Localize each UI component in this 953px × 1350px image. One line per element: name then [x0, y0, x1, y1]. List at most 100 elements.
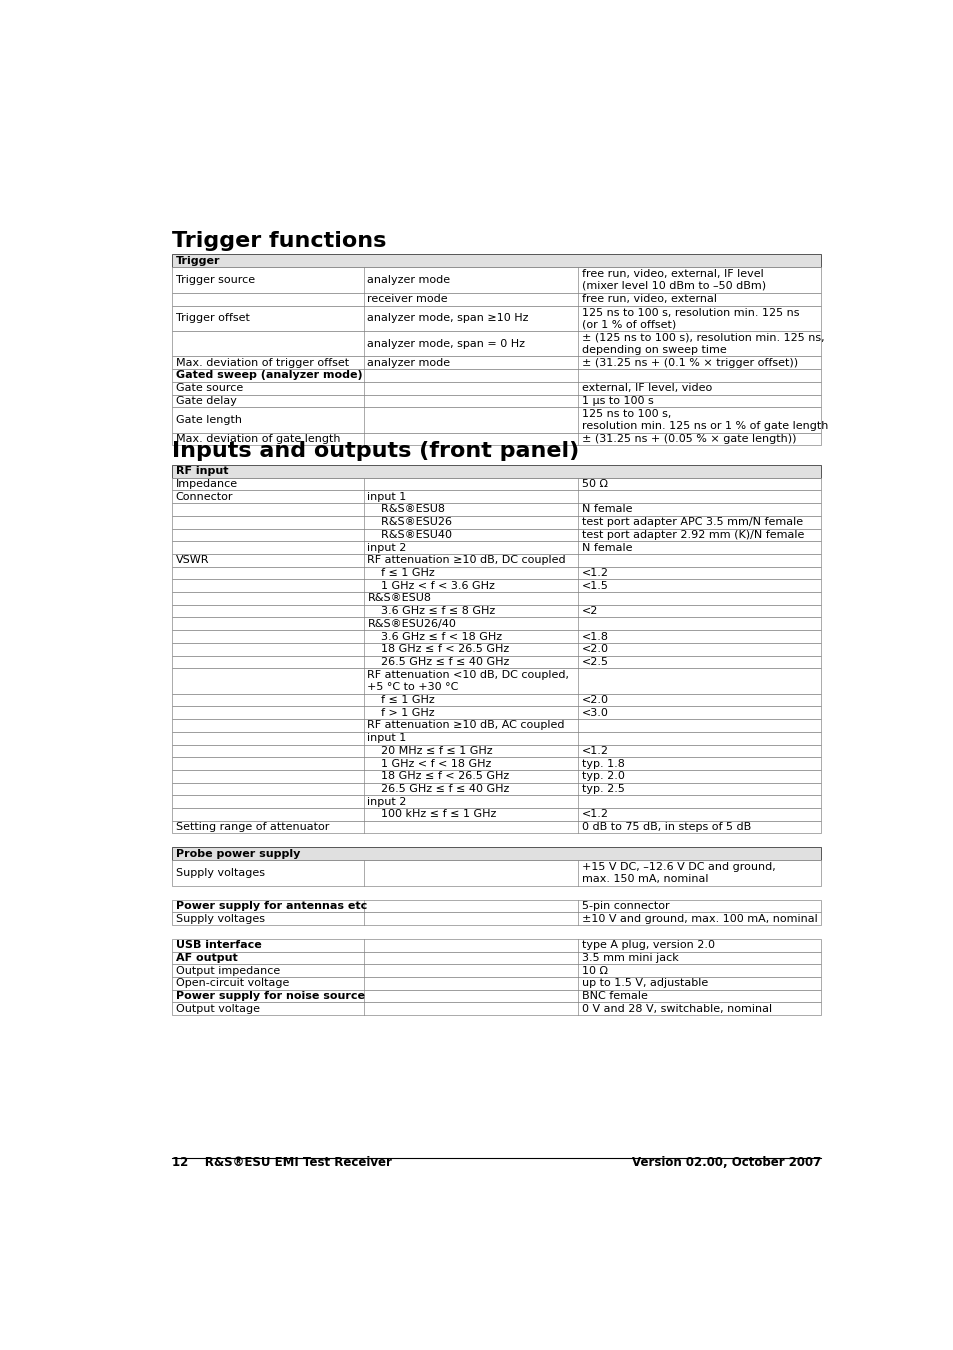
Text: <1.2: <1.2 [581, 568, 608, 578]
Text: <2: <2 [581, 606, 598, 616]
Text: R&S®ESU40: R&S®ESU40 [367, 529, 452, 540]
Text: 18 GHz ≤ f < 26.5 GHz: 18 GHz ≤ f < 26.5 GHz [367, 771, 509, 782]
Text: f ≤ 1 GHz: f ≤ 1 GHz [367, 695, 435, 705]
Text: free run, video, external, IF level
(mixer level 10 dBm to –50 dBm): free run, video, external, IF level (mix… [581, 270, 765, 292]
Text: test port adapter APC 3.5 mm/N female: test port adapter APC 3.5 mm/N female [581, 517, 802, 526]
Text: free run, video, external: free run, video, external [581, 294, 716, 304]
Text: <1.2: <1.2 [581, 810, 608, 819]
Text: analyzer mode, span = 0 Hz: analyzer mode, span = 0 Hz [367, 339, 525, 348]
Bar [172, 567, 821, 579]
Text: BNC female: BNC female [581, 991, 647, 1002]
Text: f ≤ 1 GHz: f ≤ 1 GHz [367, 568, 435, 578]
Bar [172, 757, 821, 769]
Text: R&S®ESU26/40: R&S®ESU26/40 [367, 618, 456, 629]
Text: ± (125 ns to 100 s), resolution min. 125 ns,
depending on sweep time: ± (125 ns to 100 s), resolution min. 125… [581, 333, 823, 355]
Bar [172, 369, 821, 382]
Text: Trigger: Trigger [175, 256, 220, 266]
Bar [172, 952, 821, 964]
Text: <2.0: <2.0 [581, 695, 608, 705]
Text: Gate source: Gate source [175, 383, 243, 393]
Text: R&S®ESU26: R&S®ESU26 [367, 517, 452, 526]
Text: VSWR: VSWR [175, 555, 209, 566]
Text: N female: N female [581, 505, 632, 514]
Bar [172, 464, 821, 478]
Bar [172, 293, 821, 305]
Text: Power supply for noise source: Power supply for noise source [175, 991, 364, 1002]
Text: RF input: RF input [175, 466, 228, 477]
Text: ±10 V and ground, max. 100 mA, nominal: ±10 V and ground, max. 100 mA, nominal [581, 914, 817, 923]
Text: Output voltage: Output voltage [175, 1004, 259, 1014]
Bar [172, 305, 821, 331]
Text: input 2: input 2 [367, 543, 406, 552]
Bar [172, 643, 821, 656]
Text: Setting range of attenuator: Setting range of attenuator [175, 822, 329, 832]
Bar [172, 732, 821, 744]
Text: Power supply for antennas etc: Power supply for antennas etc [175, 900, 367, 911]
Text: 100 kHz ≤ f ≤ 1 GHz: 100 kHz ≤ f ≤ 1 GHz [367, 810, 497, 819]
Text: <3.0: <3.0 [581, 707, 608, 718]
Text: +15 V DC, –12.6 V DC and ground,
max. 150 mA, nominal: +15 V DC, –12.6 V DC and ground, max. 15… [581, 863, 775, 884]
Bar [172, 720, 821, 732]
Text: Probe power supply: Probe power supply [175, 849, 300, 859]
Text: input 1: input 1 [367, 733, 406, 743]
Bar [172, 694, 821, 706]
Text: analyzer mode, span ≥10 Hz: analyzer mode, span ≥10 Hz [367, 313, 528, 323]
Bar [172, 1003, 821, 1015]
Text: Max. deviation of gate length: Max. deviation of gate length [175, 433, 340, 444]
Text: 50 Ω: 50 Ω [581, 479, 607, 489]
Bar [172, 408, 821, 432]
Text: 3.5 mm mini jack: 3.5 mm mini jack [581, 953, 678, 963]
Text: Inputs and outputs (front panel): Inputs and outputs (front panel) [172, 440, 578, 460]
Text: Trigger functions: Trigger functions [172, 231, 386, 251]
Text: 3.6 GHz ≤ f < 18 GHz: 3.6 GHz ≤ f < 18 GHz [367, 632, 502, 641]
Text: RF attenuation ≥10 dB, DC coupled: RF attenuation ≥10 dB, DC coupled [367, 555, 565, 566]
Text: typ. 2.0: typ. 2.0 [581, 771, 624, 782]
Text: ± (31.25 ns + (0.05 % × gate length)): ± (31.25 ns + (0.05 % × gate length)) [581, 433, 796, 444]
Bar [172, 630, 821, 643]
Text: AF output: AF output [175, 953, 237, 963]
Text: <1.5: <1.5 [581, 580, 608, 591]
Bar [172, 656, 821, 668]
Bar [172, 516, 821, 528]
Bar [172, 593, 821, 605]
Text: Supply voltages: Supply voltages [175, 914, 265, 923]
Bar [172, 579, 821, 593]
Text: 3.6 GHz ≤ f ≤ 8 GHz: 3.6 GHz ≤ f ≤ 8 GHz [367, 606, 496, 616]
Bar [172, 795, 821, 809]
Text: up to 1.5 V, adjustable: up to 1.5 V, adjustable [581, 979, 707, 988]
Bar [172, 899, 821, 913]
Text: receiver mode: receiver mode [367, 294, 448, 304]
Bar [172, 605, 821, 617]
Bar [172, 490, 821, 504]
Bar [172, 706, 821, 720]
Bar [172, 990, 821, 1003]
Text: 1 GHz < f < 18 GHz: 1 GHz < f < 18 GHz [367, 759, 492, 768]
Text: 12    R&S®ESU EMI Test Receiver: 12 R&S®ESU EMI Test Receiver [172, 1156, 392, 1169]
Bar [172, 964, 821, 977]
Bar [172, 554, 821, 567]
Text: 125 ns to 100 s,
resolution min. 125 ns or 1 % of gate length: 125 ns to 100 s, resolution min. 125 ns … [581, 409, 827, 431]
Text: R&S®ESU8: R&S®ESU8 [367, 505, 445, 514]
Text: RF attenuation <10 dB, DC coupled,
+5 °C to +30 °C: RF attenuation <10 dB, DC coupled, +5 °C… [367, 670, 569, 691]
Text: Supply voltages: Supply voltages [175, 868, 265, 878]
Text: ± (31.25 ns + (0.1 % × trigger offset)): ± (31.25 ns + (0.1 % × trigger offset)) [581, 358, 797, 367]
Bar [172, 617, 821, 630]
Bar [172, 744, 821, 757]
Text: analyzer mode: analyzer mode [367, 358, 450, 367]
Bar [172, 769, 821, 783]
Text: RF attenuation ≥10 dB, AC coupled: RF attenuation ≥10 dB, AC coupled [367, 721, 564, 730]
Text: Trigger offset: Trigger offset [175, 313, 250, 323]
Text: input 2: input 2 [367, 796, 406, 807]
Text: <2.5: <2.5 [581, 657, 608, 667]
Text: 125 ns to 100 s, resolution min. 125 ns
(or 1 % of offset): 125 ns to 100 s, resolution min. 125 ns … [581, 308, 799, 329]
Text: 0 V and 28 V, switchable, nominal: 0 V and 28 V, switchable, nominal [581, 1004, 771, 1014]
Bar [172, 860, 821, 886]
Text: Gate length: Gate length [175, 414, 241, 425]
Bar [172, 821, 821, 833]
Text: 0 dB to 75 dB, in steps of 5 dB: 0 dB to 75 dB, in steps of 5 dB [581, 822, 750, 832]
Text: Version 02.00, October 2007: Version 02.00, October 2007 [632, 1156, 821, 1169]
Text: 1 µs to 100 s: 1 µs to 100 s [581, 396, 653, 406]
Text: external, IF level, video: external, IF level, video [581, 383, 711, 393]
Bar [172, 528, 821, 541]
Text: analyzer mode: analyzer mode [367, 275, 450, 285]
